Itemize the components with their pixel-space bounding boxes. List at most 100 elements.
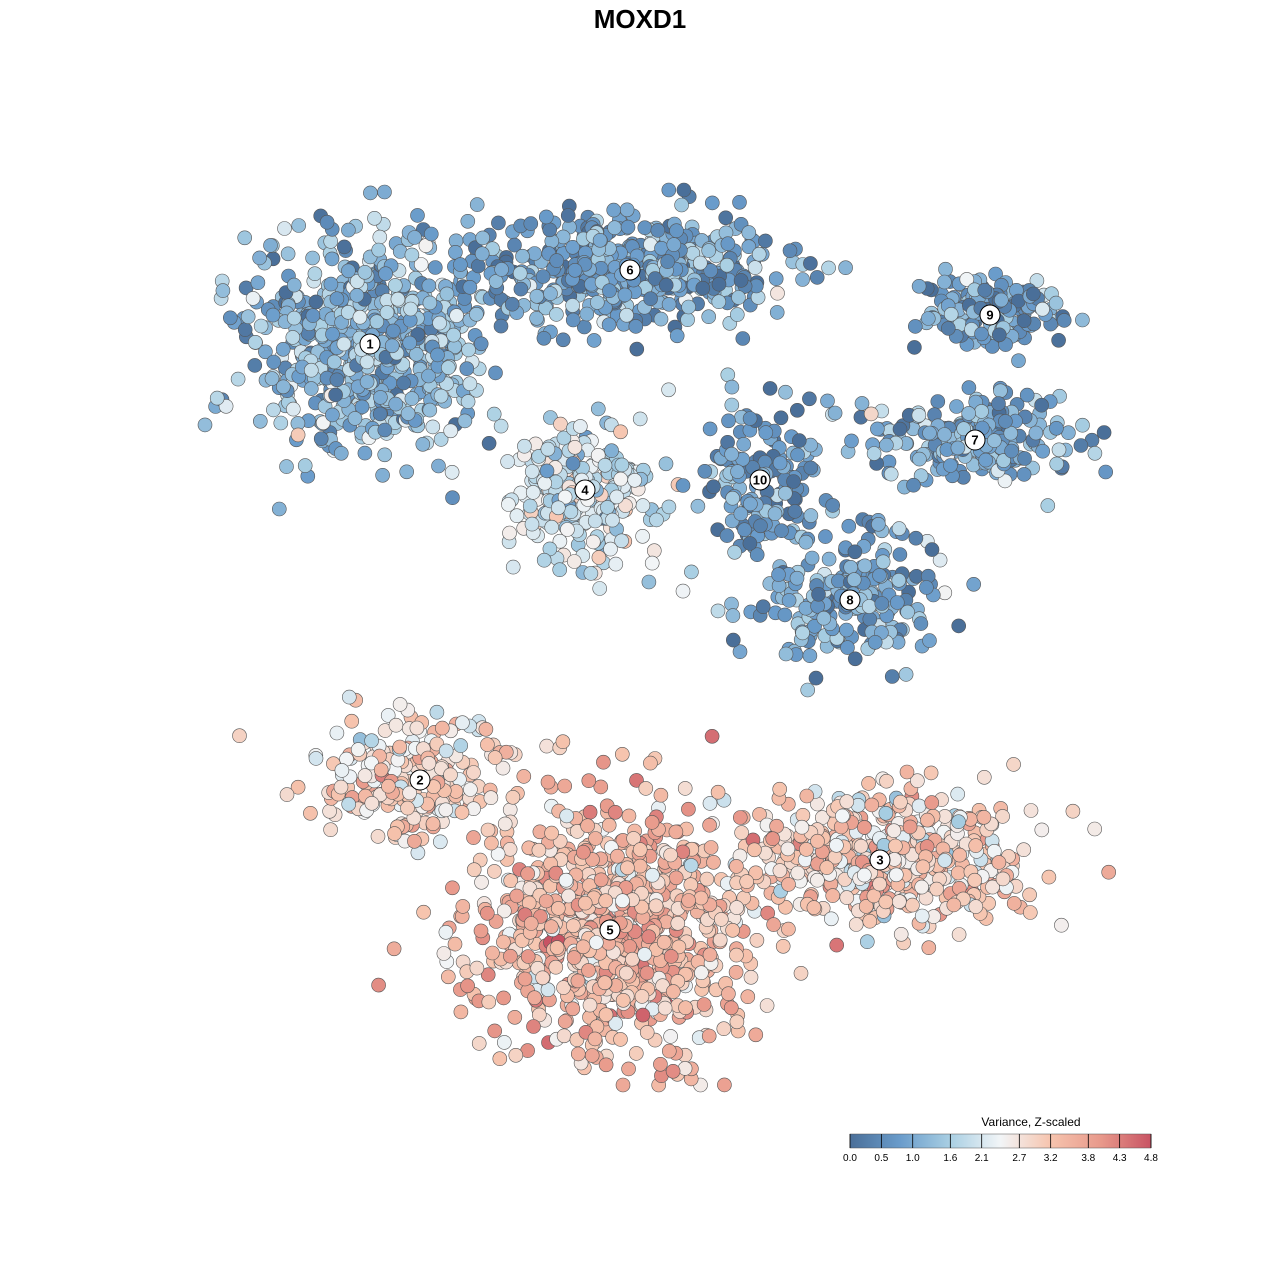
cell-point [653,311,669,327]
cell-point [589,295,605,310]
cell-point [790,865,806,881]
cell-point [694,965,709,981]
cell-point [680,312,695,328]
cell-point [961,406,977,421]
cell-point [913,616,929,631]
cell-point [625,951,640,967]
cell-point [663,1029,678,1044]
cell-point [443,423,459,439]
cell-point [381,778,396,794]
cell-point [512,265,528,281]
cell-point [867,634,883,650]
cell-point [303,362,319,378]
cell-point [681,801,696,817]
cell-point [618,965,634,981]
cell-point [701,309,717,325]
cluster-label-text: 5 [606,923,613,938]
cell-point [557,1014,573,1029]
cell-point [614,746,630,762]
cell-point [422,295,438,311]
legend-tick-label: 3.8 [1081,1153,1095,1164]
cell-point [422,402,438,418]
cell-point [375,467,390,483]
cell-point [847,544,863,560]
cell-point [479,905,495,921]
cell-point [639,965,655,981]
cell-point [481,435,497,451]
cell-point [646,543,662,559]
cell-point [1006,896,1022,911]
cell-point [326,354,342,370]
cell-point [681,893,696,908]
cell-point [425,816,441,832]
cell-point [653,787,669,803]
cell-point [560,208,576,223]
cell-point [565,1001,581,1017]
cell-point [663,847,678,863]
cell-point [341,263,356,279]
cell-point [793,965,809,981]
cell-point [596,754,611,770]
cell-point [619,202,635,218]
cell-point [350,742,366,757]
cell-point [795,625,810,641]
cell-point [598,1057,614,1073]
cell-point [674,197,689,213]
cell-point [325,407,340,423]
cell-point [632,842,648,857]
cell-point [1016,313,1032,329]
cell-point [721,413,736,429]
cell-point [991,396,1006,411]
cell-point [581,963,596,978]
cell-point [843,559,859,575]
cell-point [998,414,1013,429]
cell-point [1017,451,1032,466]
cell-point [549,253,565,268]
cell-point [565,312,581,328]
cell-point [297,458,313,473]
cell-point [585,534,601,550]
cell-point [1051,332,1066,348]
points-layer [197,182,1116,1093]
cell-point [1034,397,1049,413]
cell-point [993,383,1008,399]
cell-point [558,872,574,888]
cell-point [620,860,635,876]
cell-point [336,336,352,352]
cell-point [683,858,699,873]
cell-point [493,318,509,334]
cell-point [959,272,975,287]
cell-point [245,291,261,306]
cell-point [777,485,793,501]
cell-point [454,805,470,820]
cell-point [789,402,805,418]
cell-point [538,893,554,909]
cell-point [802,648,818,664]
cell-point [758,425,774,440]
cell-point [507,1009,523,1025]
legend-tick-label: 4.3 [1113,1153,1127,1164]
cell-point [273,415,289,431]
cell-point [466,830,481,845]
cell-point [396,375,411,391]
cell-point [663,949,679,964]
cell-point [613,471,629,487]
cell-point [607,804,623,820]
cell-point [810,872,825,888]
cell-point [567,262,583,278]
cell-point [692,255,708,271]
cell-point [675,478,691,493]
cell-point [285,330,301,345]
cell-point [471,1036,487,1051]
cell-point [870,421,885,437]
cell-point [619,307,634,323]
legend-tick-label: 1.0 [906,1153,920,1164]
cell-point [215,283,231,298]
cell-point [1026,286,1041,302]
cell-point [237,322,253,337]
cell-point [280,246,296,262]
cell-point [911,278,927,294]
cell-point [444,464,460,480]
cell-point [951,618,967,634]
cell-point [542,222,558,238]
